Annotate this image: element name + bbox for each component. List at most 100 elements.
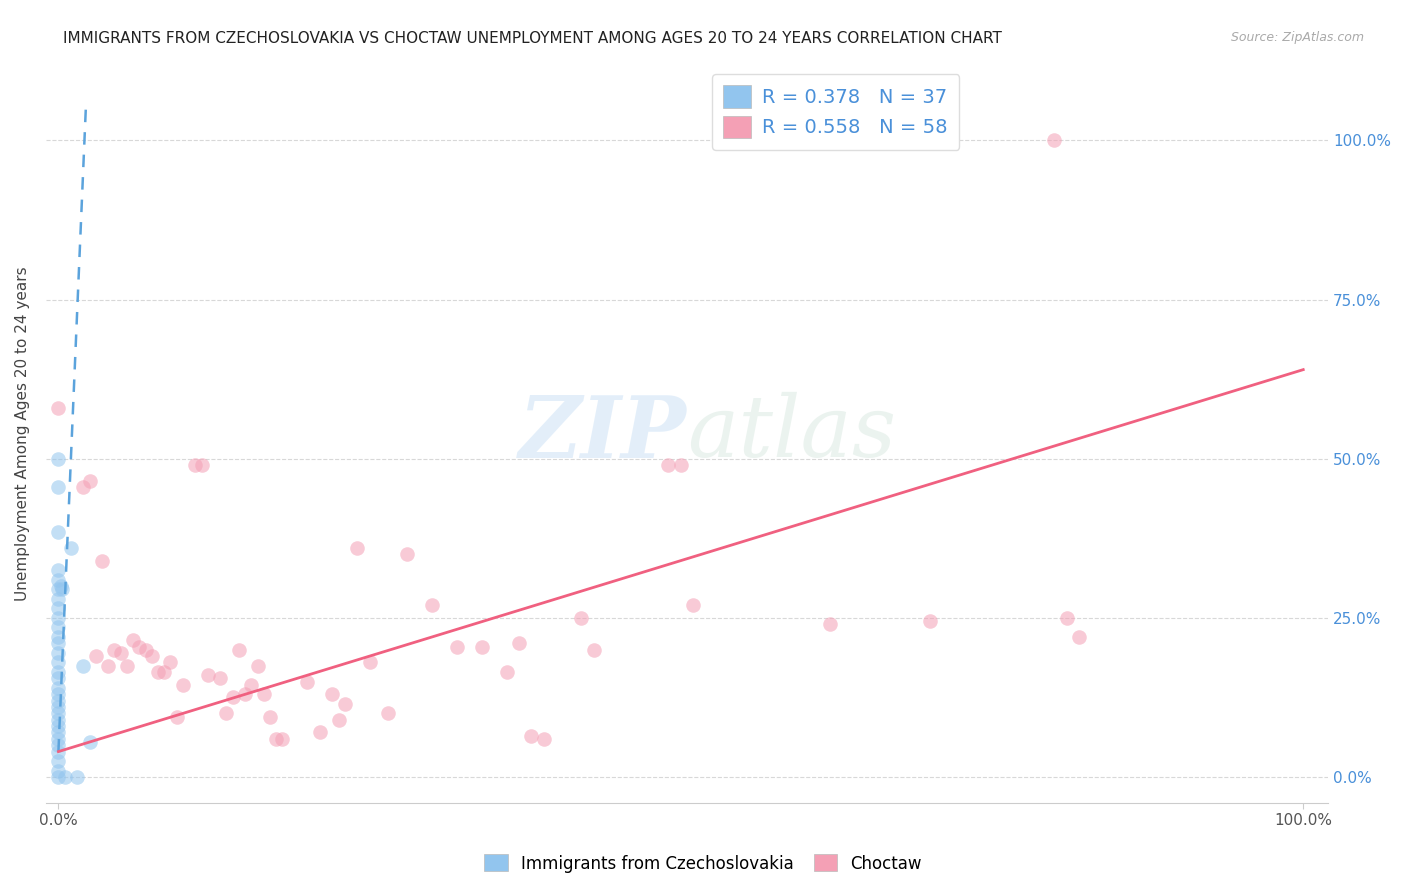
Point — [48, 719, 70, 733]
Point — [48, 725, 70, 739]
Point — [209, 672, 232, 686]
Point — [240, 678, 263, 692]
Point — [48, 770, 70, 784]
Text: atlas: atlas — [688, 392, 896, 475]
Point — [49, 579, 72, 593]
Point — [1056, 611, 1078, 625]
Point — [253, 687, 276, 701]
Point — [84, 649, 107, 664]
Point — [471, 640, 494, 654]
Point — [59, 541, 82, 555]
Point — [48, 687, 70, 701]
Point — [48, 646, 70, 660]
Point — [259, 709, 281, 723]
Point — [48, 656, 70, 670]
Legend: R = 0.378   N = 37, R = 0.558   N = 58: R = 0.378 N = 37, R = 0.558 N = 58 — [711, 74, 959, 150]
Point — [72, 658, 94, 673]
Point — [48, 591, 70, 606]
Point — [271, 731, 294, 746]
Point — [264, 731, 287, 746]
Point — [395, 547, 418, 561]
Point — [48, 665, 70, 679]
Point — [53, 770, 76, 784]
Point — [48, 601, 70, 615]
Point — [228, 642, 250, 657]
Point — [48, 524, 70, 539]
Point — [1069, 630, 1091, 644]
Point — [115, 658, 138, 673]
Point — [918, 614, 941, 628]
Point — [103, 642, 125, 657]
Text: Source: ZipAtlas.com: Source: ZipAtlas.com — [1230, 31, 1364, 45]
Point — [91, 553, 114, 567]
Point — [222, 690, 245, 705]
Point — [1043, 133, 1066, 147]
Point — [166, 709, 188, 723]
Point — [669, 458, 692, 472]
Point — [48, 636, 70, 650]
Y-axis label: Unemployment Among Ages 20 to 24 years: Unemployment Among Ages 20 to 24 years — [15, 266, 30, 600]
Point — [48, 630, 70, 644]
Point — [420, 598, 443, 612]
Point — [48, 611, 70, 625]
Point — [48, 694, 70, 708]
Point — [215, 706, 238, 721]
Point — [48, 681, 70, 695]
Point — [48, 700, 70, 714]
Point — [297, 674, 319, 689]
Point — [582, 642, 605, 657]
Point — [359, 656, 381, 670]
Point — [110, 646, 132, 660]
Point — [495, 665, 517, 679]
Point — [48, 754, 70, 768]
Text: IMMIGRANTS FROM CZECHOSLOVAKIA VS CHOCTAW UNEMPLOYMENT AMONG AGES 20 TO 24 YEARS: IMMIGRANTS FROM CZECHOSLOVAKIA VS CHOCTA… — [63, 31, 1002, 46]
Point — [128, 640, 150, 654]
Point — [48, 706, 70, 721]
Point — [48, 745, 70, 759]
Point — [48, 563, 70, 577]
Point — [569, 611, 592, 625]
Point — [48, 713, 70, 727]
Point — [308, 725, 330, 739]
Point — [48, 582, 70, 597]
Point — [48, 401, 70, 415]
Point — [135, 642, 157, 657]
Point — [51, 582, 73, 597]
Point — [141, 649, 163, 664]
Point — [48, 620, 70, 634]
Point — [153, 665, 176, 679]
Point — [48, 738, 70, 752]
Point — [48, 451, 70, 466]
Point — [328, 713, 350, 727]
Point — [377, 706, 399, 721]
Point — [79, 474, 101, 488]
Point — [508, 636, 530, 650]
Point — [533, 731, 555, 746]
Point — [818, 617, 841, 632]
Point — [233, 687, 256, 701]
Point — [72, 480, 94, 494]
Point — [321, 687, 343, 701]
Point — [122, 633, 145, 648]
Point — [184, 458, 207, 472]
Point — [146, 665, 169, 679]
Point — [657, 458, 679, 472]
Point — [172, 678, 194, 692]
Point — [159, 656, 181, 670]
Text: ZIP: ZIP — [519, 392, 688, 475]
Legend: Immigrants from Czechoslovakia, Choctaw: Immigrants from Czechoslovakia, Choctaw — [478, 847, 928, 880]
Point — [97, 658, 120, 673]
Point — [333, 697, 356, 711]
Point — [48, 573, 70, 587]
Point — [190, 458, 212, 472]
Point — [346, 541, 368, 555]
Point — [48, 764, 70, 778]
Point — [446, 640, 468, 654]
Point — [79, 735, 101, 749]
Point — [48, 480, 70, 494]
Point — [48, 731, 70, 746]
Point — [197, 668, 219, 682]
Point — [48, 672, 70, 686]
Point — [66, 770, 89, 784]
Point — [520, 729, 543, 743]
